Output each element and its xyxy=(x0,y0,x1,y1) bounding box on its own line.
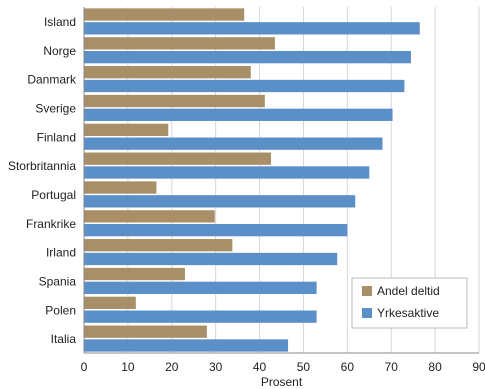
bar-andel-deltid-danmark xyxy=(84,66,251,78)
category-label: Finland xyxy=(37,130,76,144)
x-tick-label: 0 xyxy=(81,360,88,374)
x-tick-label: 10 xyxy=(121,360,135,374)
x-axis-title: Prosent xyxy=(261,375,303,389)
x-tick-label: 40 xyxy=(253,360,267,374)
bar-andel-deltid-portugal xyxy=(84,181,156,193)
bar-yrkesaktive-italia xyxy=(84,339,288,351)
x-tick-labels: 0 10 20 30 40 50 60 70 80 90 xyxy=(81,360,485,374)
bar-yrkesaktive-sverige xyxy=(84,109,393,121)
category-label: Danmark xyxy=(27,73,77,87)
legend-swatch xyxy=(362,308,372,318)
x-tick-label: 30 xyxy=(209,360,223,374)
x-tick-label: 70 xyxy=(385,360,399,374)
category-label: Irland xyxy=(46,246,76,260)
bar-andel-deltid-irland xyxy=(84,239,232,251)
bar-yrkesaktive-irland xyxy=(84,253,337,265)
legend-swatch xyxy=(362,286,372,296)
bar-yrkesaktive-island xyxy=(84,22,420,34)
category-label: Polen xyxy=(45,303,76,317)
bar-andel-deltid-island xyxy=(84,8,244,20)
bar-andel-deltid-finland xyxy=(84,124,168,136)
bar-yrkesaktive-danmark xyxy=(84,80,404,92)
category-label: Island xyxy=(44,15,76,29)
bar-andel-deltid-spania xyxy=(84,268,185,280)
bar-yrkesaktive-norge xyxy=(84,51,411,63)
bar-yrkesaktive-polen xyxy=(84,311,317,323)
bar-andel-deltid-norge xyxy=(84,37,275,49)
bar-yrkesaktive-storbritannia xyxy=(84,166,369,178)
category-label: Italia xyxy=(51,332,77,346)
bar-andel-deltid-polen xyxy=(84,297,136,309)
x-tick-label: 80 xyxy=(428,360,442,374)
bar-yrkesaktive-frankrike xyxy=(84,224,347,236)
bar-andel-deltid-sverige xyxy=(84,95,265,107)
legend-label: Andel deltid xyxy=(377,284,440,298)
category-label: Sverige xyxy=(35,101,76,115)
legend: Andel deltid Yrkesaktive xyxy=(352,278,467,328)
bar-yrkesaktive-spania xyxy=(84,282,317,294)
bar-andel-deltid-storbritannia xyxy=(84,153,271,165)
legend-label: Yrkesaktive xyxy=(377,306,439,320)
bar-andel-deltid-frankrike xyxy=(84,210,215,222)
category-label: Norge xyxy=(43,44,76,58)
x-tick-label: 20 xyxy=(165,360,179,374)
category-label: Frankrike xyxy=(26,217,76,231)
x-tick-label: 90 xyxy=(472,360,485,374)
bar-yrkesaktive-finland xyxy=(84,138,382,150)
category-label: Spania xyxy=(39,274,77,288)
x-tick-label: 50 xyxy=(297,360,311,374)
bar-andel-deltid-italia xyxy=(84,326,207,338)
category-label: Storbritannia xyxy=(8,159,76,173)
category-label: Portugal xyxy=(31,188,76,202)
x-tick-label: 60 xyxy=(341,360,355,374)
bar-yrkesaktive-portugal xyxy=(84,195,355,207)
category-labels: Island Norge Danmark Sverige Finland Storbrit… xyxy=(8,15,77,346)
